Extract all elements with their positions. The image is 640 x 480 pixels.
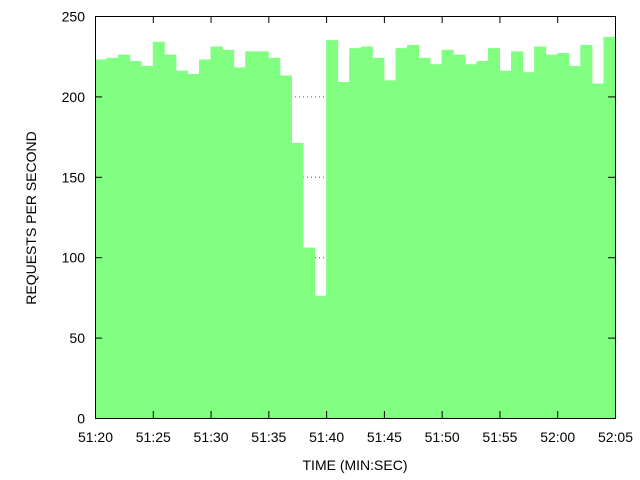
bar <box>349 48 362 418</box>
y-tick-label: 50 <box>69 330 85 346</box>
x-tick-label: 51:50 <box>425 429 460 445</box>
x-tick-label: 52:00 <box>540 429 575 445</box>
bar <box>233 67 246 419</box>
bar <box>164 54 177 418</box>
tick-labels: 0 50 100 150 200 250 51:20 51:25 51:30 51:35 51:40… <box>62 9 634 446</box>
bar <box>118 54 131 418</box>
bar <box>603 36 616 419</box>
bar <box>487 48 500 418</box>
bar <box>360 46 373 418</box>
x-tick-label: 51:20 <box>78 429 113 445</box>
x-axis-label: TIME (MIN:SEC) <box>303 457 408 473</box>
bar <box>187 73 200 418</box>
bar <box>568 65 581 419</box>
bar <box>279 75 292 418</box>
bar <box>141 65 154 419</box>
bar <box>152 41 165 419</box>
y-tick-label: 150 <box>62 169 86 185</box>
bar <box>106 57 119 419</box>
bar <box>407 44 420 418</box>
bar <box>511 51 524 418</box>
bar <box>314 295 327 418</box>
bar <box>326 40 339 419</box>
y-tick-label: 250 <box>62 9 86 25</box>
x-tick-label: 51:40 <box>309 429 344 445</box>
bar <box>303 247 316 418</box>
bar <box>245 51 258 418</box>
x-tick-label: 51:35 <box>251 429 286 445</box>
bar <box>291 143 304 419</box>
bar <box>453 54 466 418</box>
bar <box>395 48 408 418</box>
axes <box>95 16 616 419</box>
x-tick-label: 51:25 <box>136 429 171 445</box>
bar <box>557 52 570 418</box>
bar <box>95 59 108 418</box>
bar <box>210 46 223 418</box>
bar <box>476 61 489 419</box>
x-tick-label: 51:55 <box>482 429 517 445</box>
x-tick-label: 51:30 <box>194 429 229 445</box>
bar <box>441 49 454 418</box>
bar <box>534 46 547 418</box>
bar <box>430 64 443 419</box>
bar <box>256 51 269 418</box>
bar <box>175 70 188 418</box>
bar <box>580 44 593 418</box>
y-tick-label: 100 <box>62 250 86 266</box>
bar <box>199 59 212 418</box>
bar <box>591 83 604 418</box>
bar <box>545 54 558 418</box>
y-tick-label: 0 <box>77 411 85 427</box>
x-tick-label: 51:45 <box>367 429 402 445</box>
bar <box>372 57 385 419</box>
bar <box>222 49 235 418</box>
bar <box>129 61 142 419</box>
y-axis-label: REQUESTS PER SECOND <box>23 131 39 304</box>
bar <box>464 64 477 419</box>
bar <box>418 57 431 419</box>
bar <box>522 72 535 418</box>
y-tick-label: 200 <box>62 89 86 105</box>
plot-frame <box>95 16 616 419</box>
bar <box>337 81 350 418</box>
bar-series <box>95 36 616 419</box>
x-tick-label: 52:05 <box>598 429 633 445</box>
bar <box>268 57 281 419</box>
bar <box>383 80 396 418</box>
bar <box>499 70 512 418</box>
